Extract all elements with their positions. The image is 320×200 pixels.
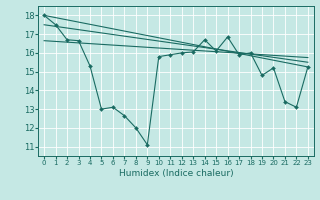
X-axis label: Humidex (Indice chaleur): Humidex (Indice chaleur) [119, 169, 233, 178]
